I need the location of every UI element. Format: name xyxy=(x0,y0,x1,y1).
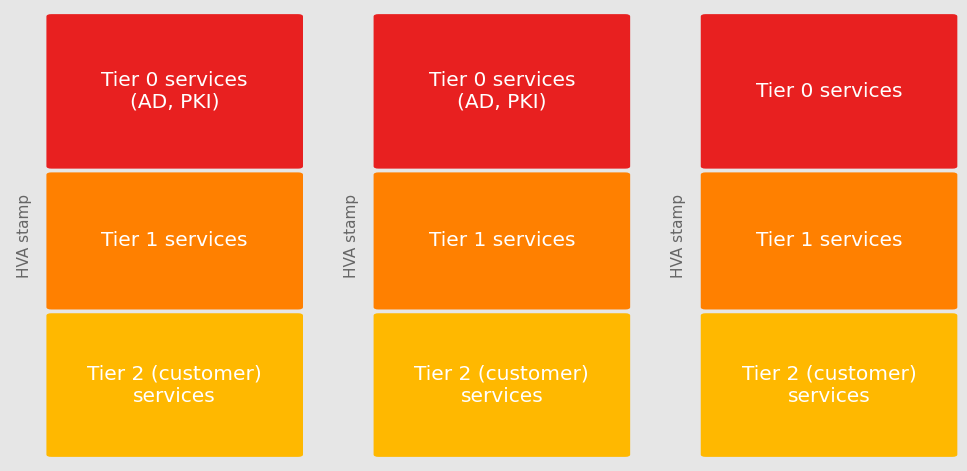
FancyBboxPatch shape xyxy=(373,172,630,309)
FancyBboxPatch shape xyxy=(701,172,957,309)
FancyBboxPatch shape xyxy=(46,172,303,309)
Text: HVA stamp: HVA stamp xyxy=(16,194,32,277)
Text: Tier 2 (customer)
services: Tier 2 (customer) services xyxy=(415,365,589,406)
Text: HVA stamp: HVA stamp xyxy=(344,194,359,277)
FancyBboxPatch shape xyxy=(701,14,957,169)
Text: HVA stamp: HVA stamp xyxy=(671,194,687,277)
FancyBboxPatch shape xyxy=(46,313,303,457)
Text: Tier 2 (customer)
services: Tier 2 (customer) services xyxy=(87,365,262,406)
Text: Tier 2 (customer)
services: Tier 2 (customer) services xyxy=(742,365,917,406)
FancyBboxPatch shape xyxy=(701,313,957,457)
Text: Tier 1 services: Tier 1 services xyxy=(102,231,248,251)
Text: Tier 1 services: Tier 1 services xyxy=(756,231,902,251)
Text: Tier 0 services
(AD, PKI): Tier 0 services (AD, PKI) xyxy=(102,71,248,112)
FancyBboxPatch shape xyxy=(373,14,630,169)
FancyBboxPatch shape xyxy=(373,313,630,457)
Text: Tier 1 services: Tier 1 services xyxy=(428,231,575,251)
Text: Tier 0 services: Tier 0 services xyxy=(756,82,902,101)
FancyBboxPatch shape xyxy=(46,14,303,169)
Text: Tier 0 services
(AD, PKI): Tier 0 services (AD, PKI) xyxy=(428,71,575,112)
